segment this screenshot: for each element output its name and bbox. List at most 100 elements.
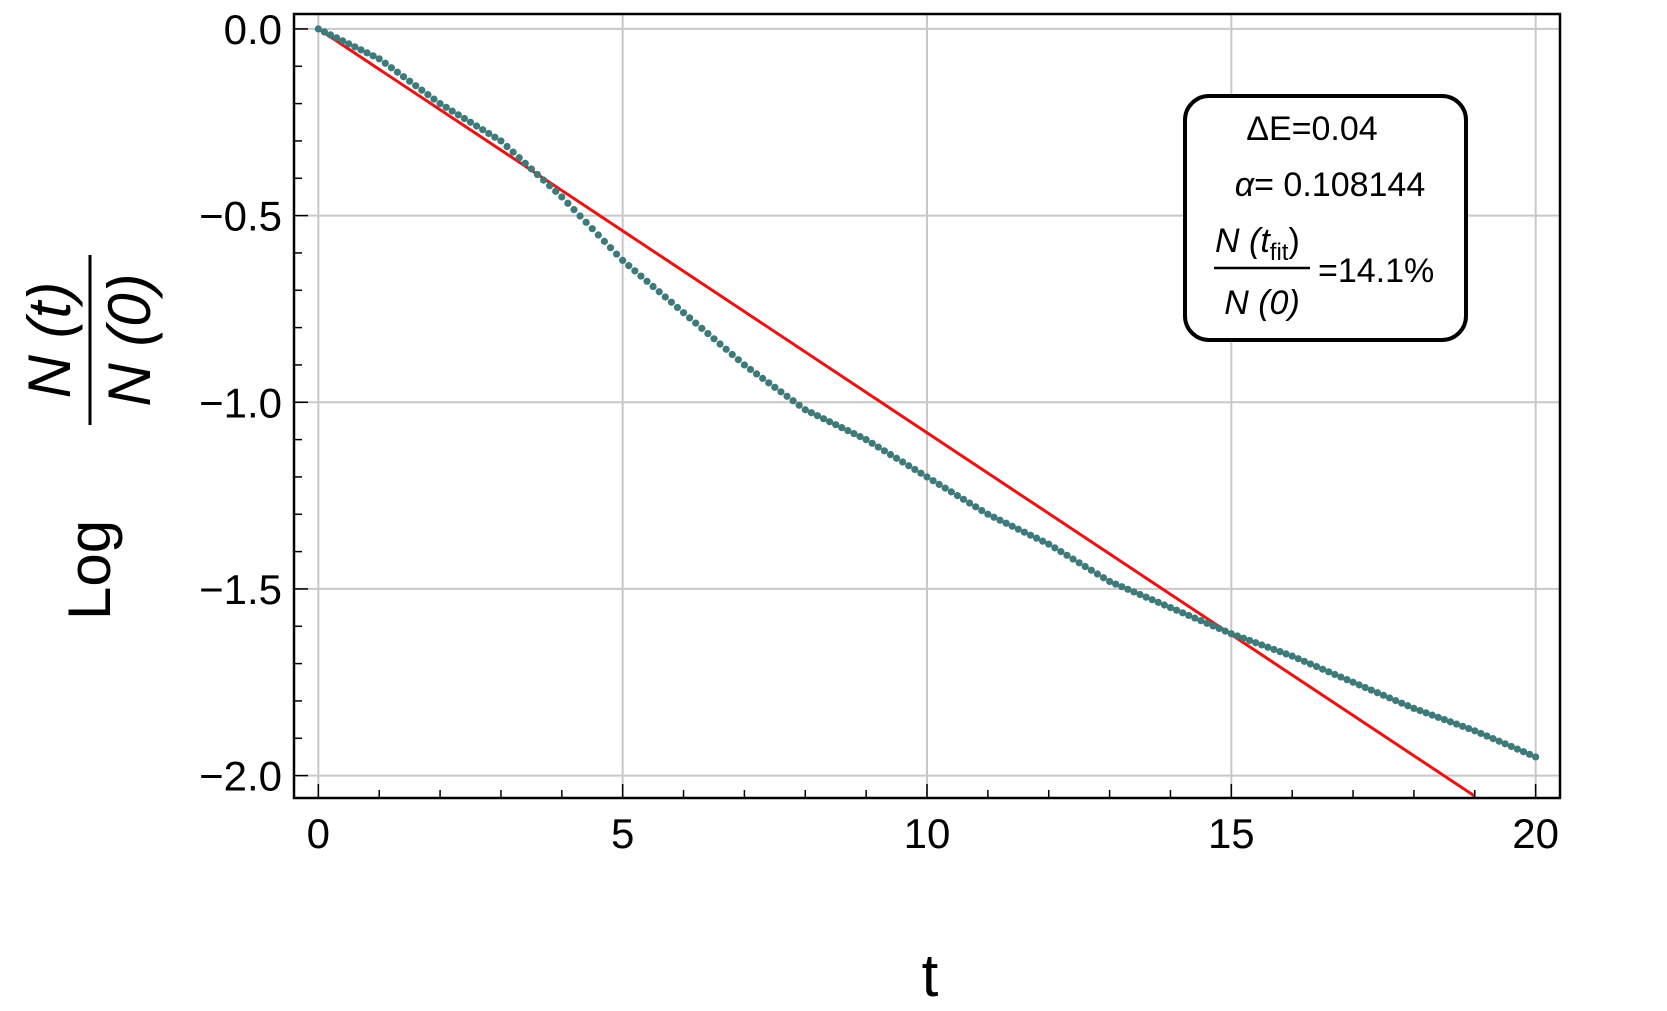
data-point	[1081, 562, 1089, 571]
data-point	[375, 55, 383, 63]
data-point	[801, 406, 809, 414]
data-point	[759, 374, 767, 382]
data-points	[314, 25, 1540, 761]
data-point	[521, 159, 529, 167]
data-point	[679, 309, 688, 317]
data-point	[1239, 634, 1248, 642]
data-point	[1191, 614, 1199, 622]
x-tick-label: 0	[307, 810, 330, 857]
y-tick-label: 0.0	[224, 6, 282, 53]
data-point	[533, 170, 542, 179]
data-point	[552, 187, 560, 195]
data-point	[357, 46, 365, 54]
data-point	[953, 492, 962, 500]
data-point	[972, 503, 980, 511]
data-point	[1373, 689, 1382, 697]
data-point	[399, 73, 408, 81]
data-point	[649, 282, 657, 291]
data-point	[1513, 745, 1521, 753]
data-point	[381, 59, 389, 67]
data-point	[363, 49, 371, 57]
data-point	[1319, 665, 1327, 673]
data-point	[911, 465, 919, 474]
data-point	[326, 31, 335, 39]
y-tick-label: −1.5	[199, 566, 282, 613]
data-point	[929, 477, 937, 485]
data-point	[1008, 522, 1016, 530]
data-point	[442, 103, 450, 111]
data-point	[692, 319, 700, 327]
data-point	[491, 133, 499, 141]
data-point	[984, 510, 992, 518]
data-point	[905, 462, 913, 470]
data-point	[497, 137, 505, 145]
data-point	[637, 272, 645, 280]
data-point	[643, 277, 651, 285]
data-point	[606, 244, 615, 252]
data-point	[1288, 652, 1296, 660]
data-point	[1276, 648, 1284, 656]
data-point	[886, 450, 895, 459]
data-point	[880, 447, 888, 455]
data-point	[1087, 566, 1095, 574]
data-point	[1312, 662, 1321, 671]
data-point	[1051, 544, 1059, 552]
data-point	[1136, 590, 1144, 599]
data-point	[600, 237, 609, 245]
legend-fraction-denominator: N (0)	[1224, 284, 1300, 322]
data-point	[704, 329, 712, 338]
tick-marks	[294, 28, 1537, 798]
plot-frame	[292, 12, 1562, 800]
data-point	[509, 148, 517, 156]
data-point	[576, 212, 584, 220]
data-point	[454, 111, 462, 119]
data-point	[734, 356, 742, 364]
data-point	[448, 107, 456, 115]
data-point	[1093, 570, 1102, 578]
data-point	[339, 37, 347, 45]
data-point	[710, 335, 718, 343]
data-point	[765, 379, 773, 387]
data-point	[387, 64, 395, 72]
data-point	[1026, 531, 1035, 539]
data-point	[838, 424, 846, 432]
data-point	[862, 436, 870, 444]
data-point	[1258, 641, 1266, 649]
data-point	[1343, 676, 1351, 684]
data-point	[460, 114, 469, 123]
data-point	[813, 412, 822, 420]
data-point	[1118, 583, 1126, 591]
legend-num-suffix: )	[1288, 222, 1299, 260]
data-point	[406, 77, 414, 85]
data-point	[539, 176, 548, 184]
data-point	[1172, 606, 1181, 614]
data-point	[795, 401, 803, 409]
data-point	[412, 82, 420, 90]
data-point	[996, 516, 1004, 524]
data-point	[1105, 577, 1114, 586]
data-point	[345, 40, 353, 48]
data-point	[673, 303, 682, 312]
data-point	[436, 100, 444, 108]
data-point	[1434, 713, 1442, 721]
legend-num-sub: fit	[1270, 239, 1289, 266]
data-point	[1124, 585, 1132, 593]
fit-layer	[317, 27, 1476, 798]
data-point	[1532, 753, 1540, 761]
data-point	[966, 499, 974, 507]
legend: ΔE=0.04 α= 0.108144 N (tfit) N (0) =14.1…	[1183, 94, 1468, 342]
data-point	[1264, 643, 1272, 651]
data-point	[850, 430, 858, 438]
data-point	[1385, 694, 1394, 702]
data-point	[582, 218, 590, 226]
data-point	[1452, 720, 1461, 728]
x-tick-label: 10	[904, 810, 951, 857]
data-point	[698, 324, 706, 332]
legend-alpha: α= 0.108144	[1235, 166, 1426, 204]
legend-alpha-symbol: α	[1235, 166, 1256, 204]
data-point	[844, 427, 852, 435]
data-point	[1045, 540, 1053, 548]
data-point	[1112, 580, 1120, 588]
data-point	[923, 473, 931, 481]
